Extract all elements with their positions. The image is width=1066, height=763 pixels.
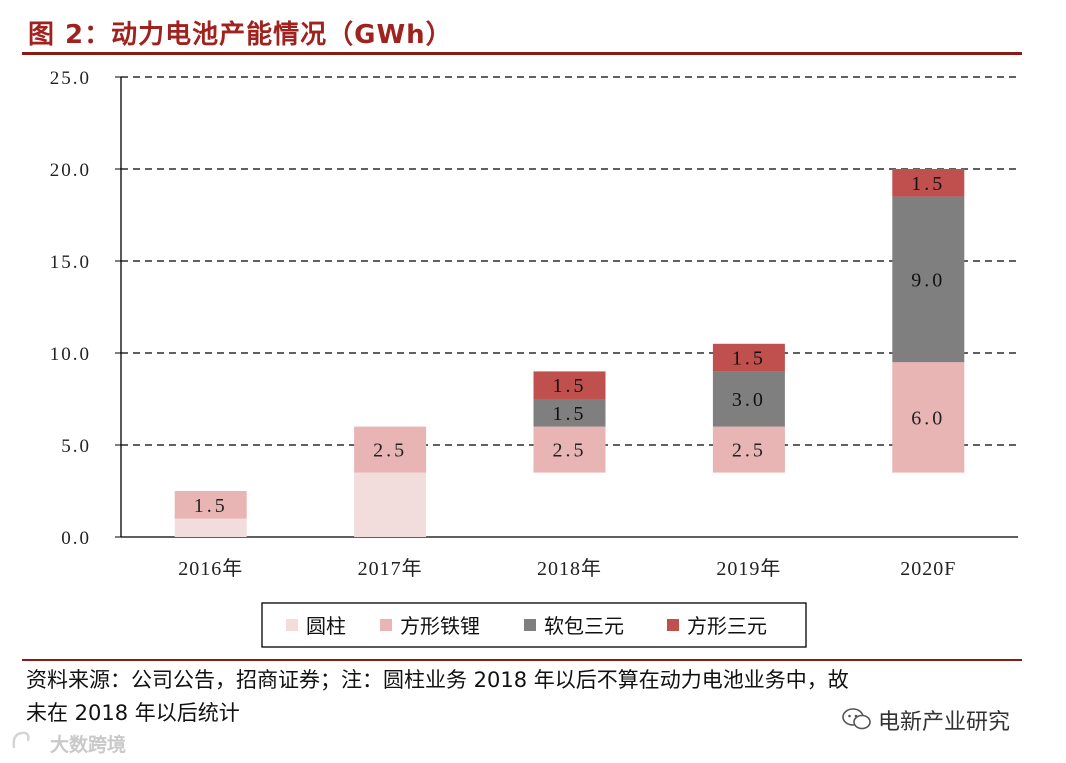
x-tick-label: 2016年 [178, 557, 243, 580]
chart-title: 图 2：动力电池产能情况（GWh） [28, 20, 453, 50]
y-tick-label: 5.0 [61, 436, 91, 457]
data-label: 9.0 [911, 269, 945, 291]
legend-label: 圆柱 [306, 614, 346, 638]
y-tick-label: 20.0 [50, 160, 91, 181]
legend-label: 方形三元 [687, 614, 767, 638]
title-rule [22, 52, 1022, 55]
bar-segment [174, 518, 247, 537]
x-tick-label: 2017年 [358, 557, 423, 580]
data-label: 2.5 [553, 440, 587, 462]
bar-segment [892, 169, 965, 197]
data-label: 1.5 [553, 375, 587, 397]
legend-swatch [667, 619, 679, 631]
y-tick-label: 25.0 [50, 68, 91, 89]
bar-segment [712, 371, 785, 427]
wechat-icon [842, 708, 871, 730]
footnote-rule [22, 659, 1022, 661]
data-label: 1.5 [194, 495, 228, 517]
source-note: 资料来源：公司公告，招商证券；注：圆柱业务 2018 年以后不算在动力电池业务中… [26, 668, 849, 692]
legend-swatch [524, 619, 536, 631]
bar-segment [712, 343, 785, 372]
watermark-text: 大数跨境 [50, 734, 127, 756]
x-tick-labels: 2016年 2017年 2018年 2019年 2020F [178, 557, 956, 580]
y-tick-label: 10.0 [50, 344, 91, 365]
y-tick-label: 15.0 [50, 252, 91, 273]
x-tick-label: 2020F [900, 558, 956, 580]
legend-swatch [286, 619, 298, 631]
bar-segment [892, 196, 965, 363]
data-label: 1.5 [553, 403, 587, 425]
data-label: 2.5 [373, 440, 407, 462]
bar-segment [892, 362, 965, 473]
source-note-continued: 未在 2018 年以后统计 [26, 701, 240, 725]
x-tick-label: 2018年 [537, 557, 602, 580]
bar-segment [533, 371, 606, 399]
legend: 圆柱 方形铁锂 软包三元 方形三元 [261, 602, 807, 648]
y-tick-label: 0.0 [61, 528, 91, 549]
y-tick-labels: 0.0 5.0 10.0 15.0 20.0 25.0 [50, 68, 91, 549]
bar-segment [354, 472, 427, 537]
data-label: 2.5 [732, 440, 766, 462]
brand-name: 电新产业研究 [878, 710, 1011, 735]
data-label: 1.5 [911, 173, 945, 195]
bar-segment [533, 399, 606, 427]
axes [115, 76, 1018, 538]
data-label: 1.5 [732, 348, 766, 370]
stacked-bar-chart: 1.5 2.5 2.5 1.5 1.5 2.5 3.0 1.5 6.0 9.0 1.5 0.0 5.0… [50, 68, 1018, 648]
bar-segment [712, 426, 785, 473]
bar-segment [533, 426, 606, 473]
bar-segment [354, 426, 427, 473]
legend-swatch [380, 619, 392, 631]
data-label: 6.0 [911, 407, 945, 429]
watermark-logo-icon [12, 731, 30, 749]
data-label: 3.0 [732, 389, 766, 411]
bars: 1.5 2.5 2.5 1.5 1.5 2.5 3.0 1.5 6.0 9.0 1.5 [174, 169, 965, 537]
x-tick-label: 2019年 [716, 557, 781, 580]
bar-segment [174, 491, 247, 519]
legend-label: 软包三元 [544, 614, 624, 638]
legend-label: 方形铁锂 [400, 614, 480, 638]
